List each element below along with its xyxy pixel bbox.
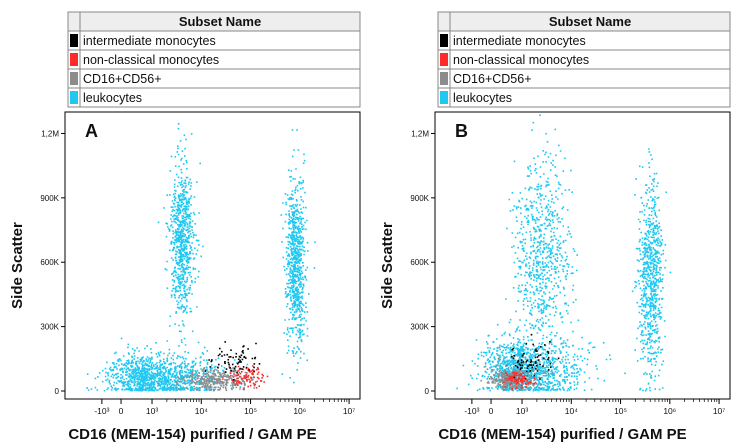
y-axis-label: Side Scatter xyxy=(9,222,26,309)
legend-swatch xyxy=(440,91,448,104)
x-tick-label: 10³ xyxy=(516,406,528,416)
legend-swatch xyxy=(440,53,448,66)
legend-swatch xyxy=(70,91,78,104)
x-tick-label: 10⁴ xyxy=(565,406,578,416)
x-axis-label: CD16 (MEM-154) purified / GAM PE xyxy=(68,426,316,443)
legend-swatch xyxy=(70,34,78,47)
y-tick-label: 0 xyxy=(425,387,430,396)
panel-label: B xyxy=(455,121,468,141)
y-tick-label: 1,2M xyxy=(411,129,429,138)
legend-entry-label: leukocytes xyxy=(83,91,142,105)
legend-table: Subset Name intermediate monocytes non-cla… xyxy=(437,11,731,108)
legend-entry-label: non-classical monocytes xyxy=(83,53,219,67)
scatter-points xyxy=(456,114,672,392)
y-axis-label: Side Scatter xyxy=(379,222,396,309)
y-tick-label: 900K xyxy=(410,194,429,203)
y-tick-label: 300K xyxy=(40,323,59,332)
x-tick-label: 10⁶ xyxy=(293,406,306,416)
legend-header: Subset Name xyxy=(179,14,261,29)
population-non-classical-monocytes xyxy=(503,364,537,390)
y-tick-label: 0 xyxy=(55,387,60,396)
panel-b: Subset Name intermediate monocytes non-cla… xyxy=(379,11,731,443)
population-intermediate-monocytes xyxy=(511,333,560,380)
legend-swatch xyxy=(70,53,78,66)
y-tick-label: 600K xyxy=(40,258,59,267)
legend-entry-label: intermediate monocytes xyxy=(453,34,586,48)
x-tick-label: -10³ xyxy=(94,406,109,416)
panel-label: A xyxy=(85,121,98,141)
population-cd16-cd56- xyxy=(157,367,258,392)
panel-a: Subset Name intermediate monocytes non-cla… xyxy=(9,11,361,443)
plot-frame xyxy=(64,111,361,400)
y-tick-label: 300K xyxy=(410,323,429,332)
x-tick-label: 10⁷ xyxy=(343,406,356,416)
y-tick-label: 1,2M xyxy=(41,129,59,138)
legend-table: Subset Name intermediate monocytes non-cla… xyxy=(67,11,361,108)
x-tick-label: 10⁴ xyxy=(195,406,208,416)
plot-frame xyxy=(434,111,731,400)
y-tick-label: 900K xyxy=(40,194,59,203)
x-tick-label: -10³ xyxy=(464,406,479,416)
legend-entry-label: intermediate monocytes xyxy=(83,34,216,48)
y-tick-label: 600K xyxy=(410,258,429,267)
legend-swatch xyxy=(440,34,448,47)
legend-swatch xyxy=(70,72,78,85)
legend-header: Subset Name xyxy=(549,14,631,29)
legend-entry-label: non-classical monocytes xyxy=(453,53,589,67)
x-tick-label: 10⁵ xyxy=(614,406,627,416)
legend-entry-label: CD16+CD56+ xyxy=(83,72,162,86)
legend-entry-label: CD16+CD56+ xyxy=(453,72,532,86)
legend-entry-label: leukocytes xyxy=(453,91,512,105)
x-tick-label: 0 xyxy=(119,406,124,416)
population-leukocytes xyxy=(456,114,672,392)
x-tick-label: 10³ xyxy=(146,406,158,416)
legend-swatch xyxy=(440,72,448,85)
x-tick-label: 10⁷ xyxy=(713,406,726,416)
scatter-points xyxy=(86,123,316,392)
population-non-classical-monocytes xyxy=(222,365,269,390)
x-axis-label: CD16 (MEM-154) purified / GAM PE xyxy=(438,426,686,443)
x-tick-label: 10⁵ xyxy=(244,406,257,416)
x-tick-label: 0 xyxy=(489,406,494,416)
legend-row xyxy=(437,87,731,108)
x-tick-label: 10⁶ xyxy=(663,406,676,416)
legend-row xyxy=(67,87,361,108)
